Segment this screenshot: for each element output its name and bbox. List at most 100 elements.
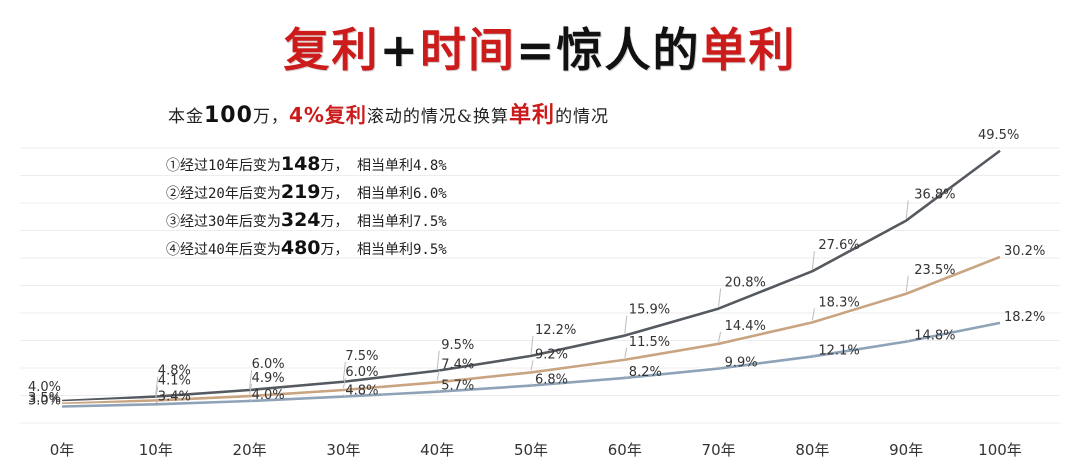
series-line <box>61 149 1001 403</box>
x-tick-label: 70年 <box>702 441 736 459</box>
callout-line <box>436 370 440 381</box>
x-tick-label: 100年 <box>978 441 1022 459</box>
x-tick-label: 50年 <box>514 441 548 459</box>
title-part-compound: 复利 <box>283 23 380 77</box>
subtitle-principal: 本金 <box>168 107 204 127</box>
callout-line <box>249 369 253 389</box>
data-label: 6.8% <box>535 373 568 388</box>
subtitle-tail: 的情况 <box>555 107 610 127</box>
notes-list: ①经过10年后变为148万， 相当单利4.8% ②经过20年后变为219万， 相… <box>166 150 447 262</box>
title-part-simple: 单利 <box>700 23 797 77</box>
note-prefix: ②经过20年后变为 <box>166 186 281 202</box>
note-suffix: 万， 相当单利4.8% <box>320 158 447 174</box>
callout-line <box>155 386 159 399</box>
data-label: 11.5% <box>629 335 670 350</box>
data-label: 7.4% <box>441 357 474 372</box>
x-tick-label: 30年 <box>326 441 360 459</box>
callout-line <box>905 275 909 292</box>
callout-line <box>342 377 346 389</box>
callout-line <box>905 339 909 342</box>
title-part-time: 时间 <box>420 23 516 77</box>
series-line <box>61 321 1001 408</box>
x-tick-label: 80年 <box>795 441 829 459</box>
x-tick-label: 40年 <box>420 441 454 459</box>
callout-line <box>249 398 252 402</box>
data-label: 8.2% <box>629 365 662 380</box>
callout-line <box>718 366 721 369</box>
series-line <box>61 255 1001 406</box>
callout-line <box>436 350 440 369</box>
note-item: ④经过40年后变为480万， 相当单利9.5% <box>166 234 447 262</box>
data-label: 4.9% <box>252 371 285 386</box>
subtitle: 本金100万，4%复利滚动的情况&换算单利的情况 <box>168 97 609 129</box>
data-label: 15.9% <box>629 303 670 318</box>
callout-line <box>624 375 628 379</box>
note-suffix: 万， 相当单利9.5% <box>320 242 447 258</box>
data-label: 9.2% <box>535 347 568 362</box>
note-amount: 219 <box>280 181 321 203</box>
note-prefix: ①经过10年后变为 <box>166 158 281 174</box>
callout-line <box>249 383 253 395</box>
data-label: 5.7% <box>441 379 474 394</box>
note-item: ①经过10年后变为148万， 相当单利4.8% <box>166 150 447 178</box>
subtitle-unit: 万， <box>252 107 289 127</box>
data-label: 12.1% <box>818 343 859 358</box>
data-label: 49.5% <box>978 128 1019 143</box>
data-label: 6.0% <box>252 357 285 372</box>
note-amount: 148 <box>280 153 321 175</box>
data-label: 4.1% <box>158 373 191 388</box>
title-plus: + <box>379 23 420 77</box>
callout-line <box>436 389 440 393</box>
data-label: 12.2% <box>535 323 576 338</box>
note-prefix: ③经过30年后变为 <box>166 214 281 230</box>
data-label: 3.5% <box>28 391 61 406</box>
data-label: 23.5% <box>914 263 955 278</box>
callout-line <box>812 354 815 357</box>
data-label: 3.4% <box>158 389 191 404</box>
data-label: 36.8% <box>914 188 955 203</box>
data-label: 18.3% <box>818 295 859 310</box>
note-prefix: ④经过40年后变为 <box>166 242 281 258</box>
note-suffix: 万， 相当单利6.0% <box>320 186 447 202</box>
data-label: 14.8% <box>914 329 955 344</box>
page-title: 复利+时间=惊人的单利 <box>0 14 1080 80</box>
note-amount: 480 <box>280 237 321 259</box>
title-equals: = <box>516 23 557 77</box>
data-label: 7.5% <box>345 349 378 364</box>
data-label: 3.0% <box>28 394 61 409</box>
data-label: 20.8% <box>725 276 766 291</box>
data-label: 4.8% <box>158 364 191 379</box>
subtitle-rolling: 滚动的情况&换算 <box>366 107 510 127</box>
data-label: 9.9% <box>725 356 758 371</box>
callout-line <box>342 361 346 380</box>
callout-line <box>718 331 722 342</box>
callout-line <box>905 200 909 219</box>
x-tick-label: 0年 <box>50 441 75 459</box>
data-label: 4.0% <box>252 388 285 403</box>
callout-line <box>624 315 628 334</box>
data-label: 4.8% <box>345 384 378 399</box>
title-part-amazing: 惊人的 <box>556 23 701 77</box>
note-suffix: 万， 相当单利7.5% <box>320 214 447 230</box>
callout-line <box>718 288 722 307</box>
x-tick-label: 10年 <box>139 441 173 459</box>
data-label: 9.5% <box>441 338 474 353</box>
data-label: 27.6% <box>818 238 859 253</box>
series-line-halo <box>61 254 1001 407</box>
x-tick-label: 20年 <box>233 441 267 459</box>
subtitle-amount: 100 <box>204 103 253 128</box>
callout-line <box>530 360 534 371</box>
note-amount: 324 <box>280 209 321 231</box>
subtitle-rate: 4%复利 <box>288 103 367 127</box>
note-item: ③经过30年后变为324万， 相当单利7.5% <box>166 206 447 234</box>
callout-line <box>811 251 815 270</box>
x-tick-label: 60年 <box>608 441 642 459</box>
callout-line <box>624 347 628 358</box>
note-item: ②经过20年后变为219万， 相当单利6.0% <box>166 178 447 206</box>
callout-line <box>155 376 159 395</box>
callout-line <box>343 394 346 397</box>
callout-line <box>530 335 534 354</box>
callout-line <box>811 308 815 321</box>
x-tick-label: 90年 <box>889 441 923 459</box>
